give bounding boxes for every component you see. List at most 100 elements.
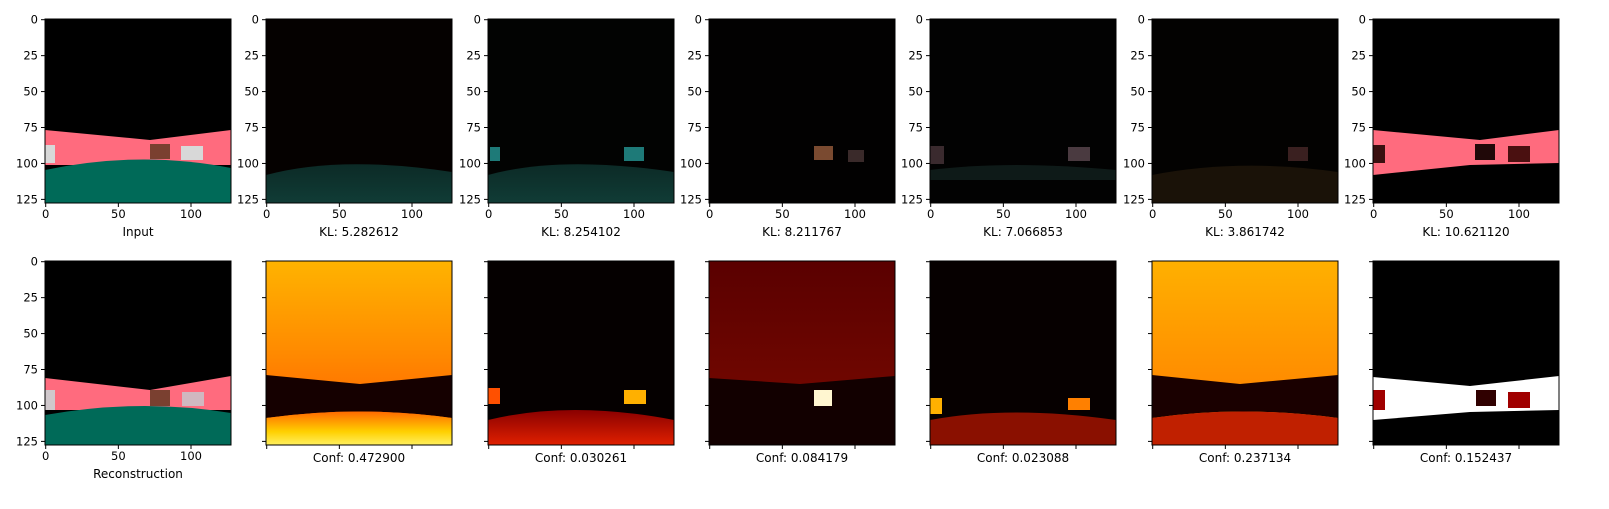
x-tick-label: 50 bbox=[1439, 207, 1454, 221]
panel-caption-top: KL: 5.282612 bbox=[319, 225, 399, 239]
y-tick-label: 75 bbox=[23, 121, 38, 135]
y-tick-label: 125 bbox=[16, 192, 38, 206]
x-tick-label: 0 bbox=[42, 207, 49, 221]
panel-input bbox=[45, 19, 231, 203]
panel-caption-bottom: Conf: 0.030261 bbox=[535, 451, 627, 465]
x-tick-label: 0 bbox=[1149, 207, 1156, 221]
panel-caption-top: KL: 3.861742 bbox=[1205, 225, 1285, 239]
y-tick-label: 50 bbox=[23, 327, 38, 341]
panel-kl-5 bbox=[1152, 19, 1338, 203]
y-tick-label: 25 bbox=[244, 49, 259, 63]
y-tick-label: 25 bbox=[466, 49, 481, 63]
panel-caption-top: KL: 10.621120 bbox=[1422, 225, 1509, 239]
y-tick-label: 75 bbox=[1351, 121, 1366, 135]
x-tick-label: 50 bbox=[111, 449, 126, 463]
x-tick-label: 100 bbox=[1065, 207, 1087, 221]
x-tick-label: 100 bbox=[1508, 207, 1530, 221]
panel-frame bbox=[1372, 260, 1560, 446]
x-tick-label: 0 bbox=[1370, 207, 1377, 221]
panel-caption-top: Input bbox=[122, 225, 153, 239]
y-tick-label: 0 bbox=[695, 13, 702, 27]
y-tick-label: 75 bbox=[23, 363, 38, 377]
panel-kl-4 bbox=[930, 19, 1116, 203]
y-tick-label: 75 bbox=[244, 121, 259, 135]
panel-kl-6 bbox=[1373, 19, 1559, 203]
y-tick-label: 125 bbox=[680, 192, 702, 206]
x-tick-label: 100 bbox=[623, 207, 645, 221]
y-tick-label: 75 bbox=[1130, 121, 1145, 135]
y-tick-label: 50 bbox=[1130, 85, 1145, 99]
panel-frame bbox=[929, 18, 1117, 204]
y-tick-label: 50 bbox=[244, 85, 259, 99]
y-tick-label: 25 bbox=[23, 49, 38, 63]
y-tick-label: 0 bbox=[31, 255, 38, 269]
panel-caption-bottom: Conf: 0.472900 bbox=[313, 451, 405, 465]
y-tick-label: 25 bbox=[1130, 49, 1145, 63]
panel-kl-2 bbox=[488, 19, 674, 203]
panel-caption-top: KL: 8.254102 bbox=[541, 225, 621, 239]
panel-frame bbox=[265, 18, 453, 204]
y-tick-label: 0 bbox=[31, 13, 38, 27]
y-tick-label: 100 bbox=[901, 156, 923, 170]
y-tick-label: 50 bbox=[23, 85, 38, 99]
x-tick-label: 50 bbox=[111, 207, 126, 221]
y-tick-label: 125 bbox=[459, 192, 481, 206]
x-tick-label: 100 bbox=[844, 207, 866, 221]
y-tick-label: 50 bbox=[908, 85, 923, 99]
panel-frame bbox=[487, 18, 675, 204]
panel-caption-bottom: Conf: 0.152437 bbox=[1420, 451, 1512, 465]
y-tick-label: 25 bbox=[1351, 49, 1366, 63]
y-tick-label: 75 bbox=[908, 121, 923, 135]
panel-caption-top: KL: 7.066853 bbox=[983, 225, 1063, 239]
panel-frame bbox=[265, 260, 453, 446]
y-tick-label: 125 bbox=[237, 192, 259, 206]
y-tick-label: 100 bbox=[16, 156, 38, 170]
panel-caption-top: KL: 8.211767 bbox=[762, 225, 842, 239]
x-tick-label: 100 bbox=[1287, 207, 1309, 221]
x-tick-label: 50 bbox=[996, 207, 1011, 221]
panel-frame bbox=[487, 260, 675, 446]
y-tick-label: 50 bbox=[1351, 85, 1366, 99]
x-tick-label: 100 bbox=[180, 449, 202, 463]
y-tick-label: 50 bbox=[466, 85, 481, 99]
panel-frame bbox=[1151, 18, 1339, 204]
y-tick-label: 75 bbox=[466, 121, 481, 135]
y-tick-label: 0 bbox=[1359, 13, 1366, 27]
panel-kl-3 bbox=[709, 19, 895, 203]
y-tick-label: 25 bbox=[687, 49, 702, 63]
panel-conf-3 bbox=[709, 261, 895, 445]
panel-frame bbox=[44, 18, 232, 204]
panel-frame bbox=[1151, 260, 1339, 446]
panel-conf-2 bbox=[488, 261, 674, 445]
y-tick-label: 125 bbox=[1344, 192, 1366, 206]
panel-frame bbox=[708, 260, 896, 446]
panel-frame bbox=[708, 18, 896, 204]
y-tick-label: 0 bbox=[916, 13, 923, 27]
panel-caption-bottom: Conf: 0.084179 bbox=[756, 451, 848, 465]
x-tick-label: 100 bbox=[401, 207, 423, 221]
panel-frame bbox=[1372, 18, 1560, 204]
y-tick-label: 0 bbox=[252, 13, 259, 27]
y-tick-label: 100 bbox=[680, 156, 702, 170]
x-tick-label: 50 bbox=[332, 207, 347, 221]
panel-caption-bottom: Conf: 0.023088 bbox=[977, 451, 1069, 465]
panel-conf-4 bbox=[930, 261, 1116, 445]
panel-kl-1 bbox=[266, 19, 452, 203]
x-tick-label: 0 bbox=[263, 207, 270, 221]
y-tick-label: 0 bbox=[474, 13, 481, 27]
x-tick-label: 0 bbox=[927, 207, 934, 221]
x-tick-label: 0 bbox=[706, 207, 713, 221]
y-tick-label: 100 bbox=[237, 156, 259, 170]
y-tick-label: 100 bbox=[1344, 156, 1366, 170]
y-tick-label: 100 bbox=[1123, 156, 1145, 170]
panel-caption-bottom: Reconstruction bbox=[93, 467, 183, 481]
panel-frame bbox=[44, 260, 232, 446]
y-tick-label: 125 bbox=[16, 434, 38, 448]
y-tick-label: 100 bbox=[16, 398, 38, 412]
y-tick-label: 25 bbox=[23, 291, 38, 305]
y-tick-label: 50 bbox=[687, 85, 702, 99]
x-tick-label: 0 bbox=[42, 449, 49, 463]
y-tick-label: 25 bbox=[908, 49, 923, 63]
x-tick-label: 50 bbox=[775, 207, 790, 221]
